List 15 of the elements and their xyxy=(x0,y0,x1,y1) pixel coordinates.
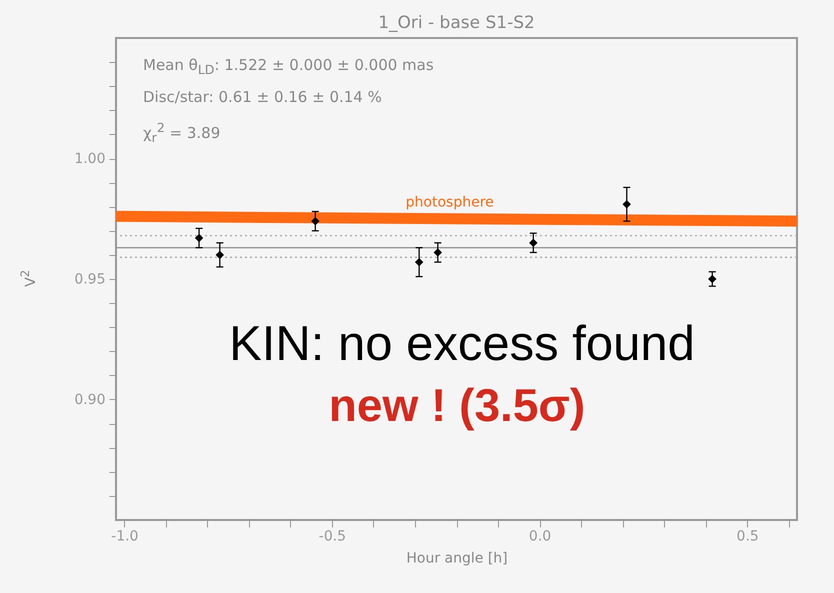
series-label: photosphere xyxy=(406,194,494,211)
y-tick-label: 1.00 xyxy=(74,151,106,167)
annotation: new ! (3.5σ) xyxy=(328,378,586,432)
x-tick-label: -0.5 xyxy=(318,528,346,544)
x-tick-label: -1.0 xyxy=(111,528,138,544)
annotation: KIN: no excess found xyxy=(229,316,695,372)
annotation: χ$_{r}$$^{2}$ = 3.89 xyxy=(143,120,220,145)
x-axis-title: Hour angle [h] xyxy=(406,550,508,566)
y-tick-label: 0.90 xyxy=(74,392,106,408)
x-tick-label: 0.5 xyxy=(736,528,759,544)
y-tick-label: 0.95 xyxy=(74,272,106,288)
x-tick-label: 0.0 xyxy=(528,528,552,544)
chart-title: 1_Ori - base S1-S2 xyxy=(378,13,535,33)
annotation: Disc/star: 0.61 ± 0.16 ± 0.14 % xyxy=(143,88,382,106)
annotation: Mean θ$_{LD}$: 1.522 ± 0.000 ± 0.000 mas xyxy=(143,56,434,77)
